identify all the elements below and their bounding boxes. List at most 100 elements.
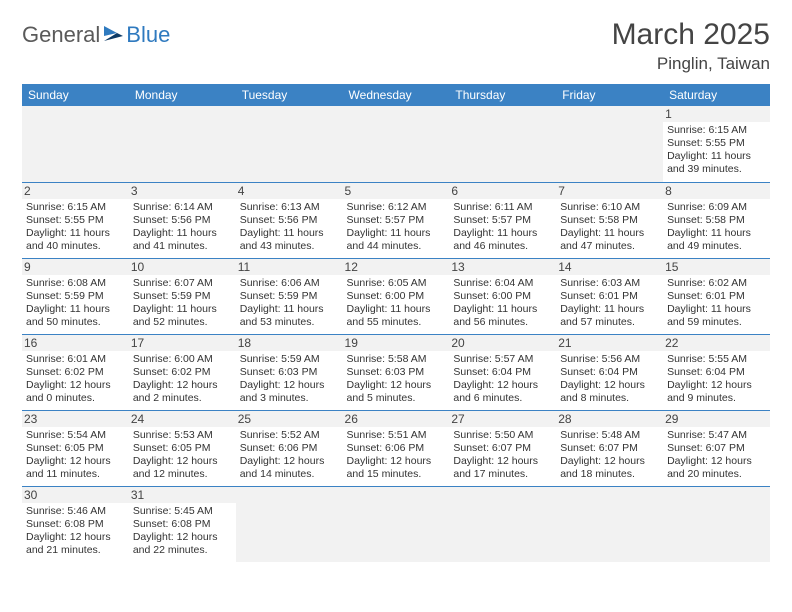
day-number: 5 xyxy=(343,183,450,199)
calendar-table: SundayMondayTuesdayWednesdayThursdayFrid… xyxy=(22,84,770,562)
day-number: 24 xyxy=(129,411,236,427)
calendar-cell: 10 Sunrise: 6:07 AMSunset: 5:59 PMDayligh… xyxy=(129,258,236,334)
day-number: 13 xyxy=(449,259,556,275)
weekday-header: Tuesday xyxy=(236,84,343,106)
calendar-cell: 5 Sunrise: 6:12 AMSunset: 5:57 PMDaylight… xyxy=(343,182,450,258)
calendar-row: 1 Sunrise: 6:15 AMSunset: 5:55 PMDaylight… xyxy=(22,106,770,182)
weekday-header: Monday xyxy=(129,84,236,106)
day-number: 1 xyxy=(663,106,770,122)
day-detail: Sunrise: 6:01 AMSunset: 6:02 PMDaylight:… xyxy=(26,353,125,406)
day-detail: Sunrise: 6:15 AMSunset: 5:55 PMDaylight:… xyxy=(26,201,125,254)
weekday-header: Thursday xyxy=(449,84,556,106)
calendar-cell-empty xyxy=(343,486,450,562)
calendar-cell: 7 Sunrise: 6:10 AMSunset: 5:58 PMDaylight… xyxy=(556,182,663,258)
calendar-cell: 1 Sunrise: 6:15 AMSunset: 5:55 PMDaylight… xyxy=(663,106,770,182)
day-number: 8 xyxy=(663,183,770,199)
calendar-cell: 23 Sunrise: 5:54 AMSunset: 6:05 PMDayligh… xyxy=(22,410,129,486)
day-number: 15 xyxy=(663,259,770,275)
calendar-cell: 16 Sunrise: 6:01 AMSunset: 6:02 PMDayligh… xyxy=(22,334,129,410)
logo-text-blue: Blue xyxy=(126,22,170,48)
day-number: 28 xyxy=(556,411,663,427)
day-detail: Sunrise: 5:57 AMSunset: 6:04 PMDaylight:… xyxy=(453,353,552,406)
day-detail: Sunrise: 5:56 AMSunset: 6:04 PMDaylight:… xyxy=(560,353,659,406)
calendar-cell: 30Sunrise: 5:46 AMSunset: 6:08 PMDayligh… xyxy=(22,486,129,562)
calendar-cell: 12 Sunrise: 6:05 AMSunset: 6:00 PMDayligh… xyxy=(343,258,450,334)
calendar-cell-empty xyxy=(22,106,129,182)
day-detail: Sunrise: 5:54 AMSunset: 6:05 PMDaylight:… xyxy=(26,429,125,482)
day-number: 20 xyxy=(449,335,556,351)
day-number: 17 xyxy=(129,335,236,351)
calendar-cell: 11Sunrise: 6:06 AMSunset: 5:59 PMDayligh… xyxy=(236,258,343,334)
month-title: March 2025 xyxy=(612,18,770,52)
calendar-cell: 13 Sunrise: 6:04 AMSunset: 6:00 PMDayligh… xyxy=(449,258,556,334)
day-detail: Sunrise: 6:06 AMSunset: 5:59 PMDaylight:… xyxy=(240,277,339,330)
calendar-cell: 28Sunrise: 5:48 AMSunset: 6:07 PMDayligh… xyxy=(556,410,663,486)
day-number: 7 xyxy=(556,183,663,199)
day-number: 10 xyxy=(129,259,236,275)
calendar-cell-empty xyxy=(343,106,450,182)
day-number: 19 xyxy=(343,335,450,351)
calendar-cell: 8 Sunrise: 6:09 AMSunset: 5:58 PMDaylight… xyxy=(663,182,770,258)
day-detail: Sunrise: 5:46 AMSunset: 6:08 PMDaylight:… xyxy=(26,505,125,558)
day-detail: Sunrise: 6:11 AMSunset: 5:57 PMDaylight:… xyxy=(453,201,552,254)
calendar-cell: 9Sunrise: 6:08 AMSunset: 5:59 PMDaylight… xyxy=(22,258,129,334)
calendar-row: 23 Sunrise: 5:54 AMSunset: 6:05 PMDayligh… xyxy=(22,410,770,486)
calendar-cell: 26Sunrise: 5:51 AMSunset: 6:06 PMDayligh… xyxy=(343,410,450,486)
calendar-cell-empty xyxy=(449,486,556,562)
day-detail: Sunrise: 5:55 AMSunset: 6:04 PMDaylight:… xyxy=(667,353,766,406)
calendar-cell: 17 Sunrise: 6:00 AMSunset: 6:02 PMDayligh… xyxy=(129,334,236,410)
calendar-cell: 22Sunrise: 5:55 AMSunset: 6:04 PMDayligh… xyxy=(663,334,770,410)
calendar-cell: 19Sunrise: 5:58 AMSunset: 6:03 PMDayligh… xyxy=(343,334,450,410)
header: General Blue March 2025 Pinglin, Taiwan xyxy=(22,18,770,74)
calendar-cell: 4Sunrise: 6:13 AMSunset: 5:56 PMDaylight… xyxy=(236,182,343,258)
day-number: 29 xyxy=(663,411,770,427)
calendar-cell: 18Sunrise: 5:59 AMSunset: 6:03 PMDayligh… xyxy=(236,334,343,410)
day-detail: Sunrise: 6:10 AMSunset: 5:58 PMDaylight:… xyxy=(560,201,659,254)
calendar-cell-empty xyxy=(236,486,343,562)
flag-icon xyxy=(103,24,125,47)
calendar-cell-empty xyxy=(663,486,770,562)
day-detail: Sunrise: 5:52 AMSunset: 6:06 PMDaylight:… xyxy=(240,429,339,482)
calendar-row: 9Sunrise: 6:08 AMSunset: 5:59 PMDaylight… xyxy=(22,258,770,334)
calendar-row: 2 Sunrise: 6:15 AMSunset: 5:55 PMDaylight… xyxy=(22,182,770,258)
calendar-cell: 3Sunrise: 6:14 AMSunset: 5:56 PMDaylight… xyxy=(129,182,236,258)
calendar-cell-empty xyxy=(556,486,663,562)
day-detail: Sunrise: 6:15 AMSunset: 5:55 PMDaylight:… xyxy=(667,124,766,177)
location: Pinglin, Taiwan xyxy=(612,54,770,74)
calendar-cell: 14Sunrise: 6:03 AMSunset: 6:01 PMDayligh… xyxy=(556,258,663,334)
calendar-row: 30Sunrise: 5:46 AMSunset: 6:08 PMDayligh… xyxy=(22,486,770,562)
weekday-header: Friday xyxy=(556,84,663,106)
day-detail: Sunrise: 6:05 AMSunset: 6:00 PMDaylight:… xyxy=(347,277,446,330)
day-detail: Sunrise: 5:45 AMSunset: 6:08 PMDaylight:… xyxy=(133,505,232,558)
day-number: 23 xyxy=(22,411,129,427)
day-number: 6 xyxy=(449,183,556,199)
day-number: 27 xyxy=(449,411,556,427)
day-detail: Sunrise: 6:00 AMSunset: 6:02 PMDaylight:… xyxy=(133,353,232,406)
day-number: 16 xyxy=(22,335,129,351)
calendar-cell: 31Sunrise: 5:45 AMSunset: 6:08 PMDayligh… xyxy=(129,486,236,562)
calendar-cell: 2 Sunrise: 6:15 AMSunset: 5:55 PMDaylight… xyxy=(22,182,129,258)
day-detail: Sunrise: 5:53 AMSunset: 6:05 PMDaylight:… xyxy=(133,429,232,482)
calendar-cell: 15 Sunrise: 6:02 AMSunset: 6:01 PMDayligh… xyxy=(663,258,770,334)
day-detail: Sunrise: 6:04 AMSunset: 6:00 PMDaylight:… xyxy=(453,277,552,330)
calendar-cell: 29 Sunrise: 5:47 AMSunset: 6:07 PMDayligh… xyxy=(663,410,770,486)
calendar-cell: 27Sunrise: 5:50 AMSunset: 6:07 PMDayligh… xyxy=(449,410,556,486)
calendar-cell: 20 Sunrise: 5:57 AMSunset: 6:04 PMDayligh… xyxy=(449,334,556,410)
logo: General Blue xyxy=(22,22,170,48)
title-block: March 2025 Pinglin, Taiwan xyxy=(612,18,770,74)
calendar-cell: 6 Sunrise: 6:11 AMSunset: 5:57 PMDaylight… xyxy=(449,182,556,258)
day-number: 12 xyxy=(343,259,450,275)
day-detail: Sunrise: 6:07 AMSunset: 5:59 PMDaylight:… xyxy=(133,277,232,330)
day-number: 26 xyxy=(343,411,450,427)
day-number: 2 xyxy=(22,183,129,199)
day-detail: Sunrise: 5:47 AMSunset: 6:07 PMDaylight:… xyxy=(667,429,766,482)
calendar-cell-empty xyxy=(236,106,343,182)
day-number: 21 xyxy=(556,335,663,351)
day-detail: Sunrise: 6:02 AMSunset: 6:01 PMDaylight:… xyxy=(667,277,766,330)
day-detail: Sunrise: 6:12 AMSunset: 5:57 PMDaylight:… xyxy=(347,201,446,254)
day-detail: Sunrise: 6:13 AMSunset: 5:56 PMDaylight:… xyxy=(240,201,339,254)
day-detail: Sunrise: 6:09 AMSunset: 5:58 PMDaylight:… xyxy=(667,201,766,254)
calendar-cell: 25Sunrise: 5:52 AMSunset: 6:06 PMDayligh… xyxy=(236,410,343,486)
day-detail: Sunrise: 6:08 AMSunset: 5:59 PMDaylight:… xyxy=(26,277,125,330)
weekday-header: Sunday xyxy=(22,84,129,106)
